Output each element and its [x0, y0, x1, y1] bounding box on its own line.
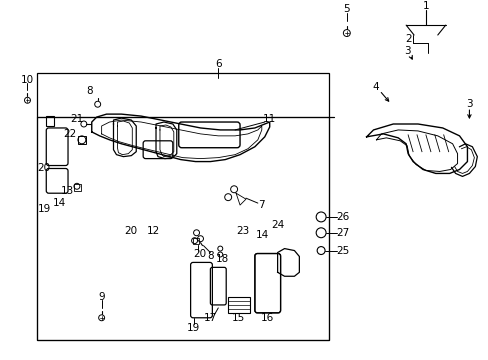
Text: 17: 17: [203, 313, 217, 323]
Text: 19: 19: [38, 204, 51, 214]
Text: 24: 24: [270, 220, 284, 230]
Text: 1: 1: [422, 1, 428, 12]
Text: 8: 8: [206, 252, 213, 261]
Text: 15: 15: [231, 313, 244, 323]
Text: 7: 7: [258, 200, 264, 210]
Bar: [37, 73, 328, 339]
Text: 5: 5: [343, 4, 349, 14]
Text: 19: 19: [186, 323, 200, 333]
Text: 14: 14: [256, 230, 269, 240]
Text: 9: 9: [98, 292, 105, 302]
Text: 10: 10: [21, 75, 34, 85]
Bar: [46, 116, 54, 126]
Text: 3: 3: [403, 46, 409, 56]
Text: 27: 27: [336, 228, 349, 238]
Text: 2: 2: [404, 34, 410, 44]
Bar: [37, 117, 328, 339]
Text: 20: 20: [38, 162, 51, 172]
Text: 18: 18: [215, 255, 228, 265]
Text: 12: 12: [146, 226, 160, 236]
Text: 14: 14: [52, 198, 65, 208]
Bar: [78, 136, 85, 144]
Text: 6: 6: [215, 59, 221, 69]
Bar: [228, 297, 249, 313]
Text: 20: 20: [124, 226, 138, 236]
Text: 4: 4: [371, 82, 378, 93]
Text: 26: 26: [336, 212, 349, 222]
Text: 20: 20: [193, 248, 205, 258]
Text: 13: 13: [61, 186, 74, 196]
Bar: [192, 238, 198, 244]
Text: 3: 3: [465, 99, 472, 109]
Text: 22: 22: [63, 129, 77, 139]
Text: 25: 25: [336, 246, 349, 256]
Text: 21: 21: [70, 114, 83, 124]
Text: 8: 8: [86, 86, 93, 96]
Bar: [74, 184, 81, 191]
Text: 11: 11: [263, 114, 276, 124]
Text: 16: 16: [261, 313, 274, 323]
Text: 23: 23: [236, 226, 249, 236]
